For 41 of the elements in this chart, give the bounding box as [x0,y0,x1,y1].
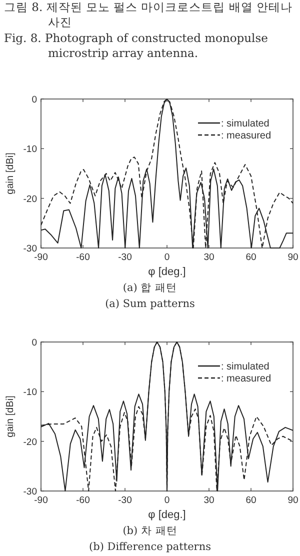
x-tick-label: -60 [76,252,90,263]
x-tick-label: 90 [288,252,298,263]
text: (a) 합 패턴 [122,282,178,294]
x-tick-label: -90 [34,252,48,263]
legend-item: : measured [198,374,272,384]
line-series [41,98,293,248]
legend-label: : measured [221,374,272,384]
y-tick-label: -10 [23,387,37,398]
text: (b) Difference patterns [89,541,211,553]
legend-label: : measured [221,130,272,142]
y-tick-label: -30 [23,244,37,254]
text: (a) Sum patterns [105,298,195,310]
y-axis-title: gain [dBi] [5,152,16,194]
y-axis-title: gain [dBi] [5,395,16,438]
legend-item: : measured [198,130,272,142]
x-axis-title: φ [deg.] [148,266,186,278]
y-tick-label: -30 [23,486,37,498]
x-axis-title: φ [deg.] [148,509,186,521]
x-tick-label: 60 [246,252,256,263]
x-tick-label: -30 [118,495,132,506]
legend-label: : simulated [221,118,270,130]
y-tick-label: -20 [23,436,37,448]
caption: 그림 8. 제작된 모노 펄스 마이크로스트립 배열 안테나 사진 [4,0,294,30]
x-tick-label: 0 [164,495,170,506]
y-tick-label: -10 [23,144,37,156]
legend-item: : simulated [198,118,270,130]
y-tick-label: 0 [32,338,37,348]
x-tick-label: 30 [204,495,214,506]
x-tick-label: -90 [34,495,48,506]
caption: Fig. 8. Photograph of constructed monopulse microstrip array antenna. [4,31,269,61]
legend-label: : simulated [221,362,270,372]
x-tick-label: 60 [246,495,256,506]
text: (b) 차 패턴 [122,525,178,537]
x-tick-label: -60 [76,495,90,506]
y-tick-label: 0 [32,94,37,106]
x-tick-label: 30 [204,252,214,263]
x-tick-label: 0 [164,252,170,263]
x-tick-label: 90 [288,495,298,506]
y-tick-label: -20 [23,194,37,205]
x-tick-label: -30 [118,252,132,263]
legend-item: : simulated [198,362,270,372]
